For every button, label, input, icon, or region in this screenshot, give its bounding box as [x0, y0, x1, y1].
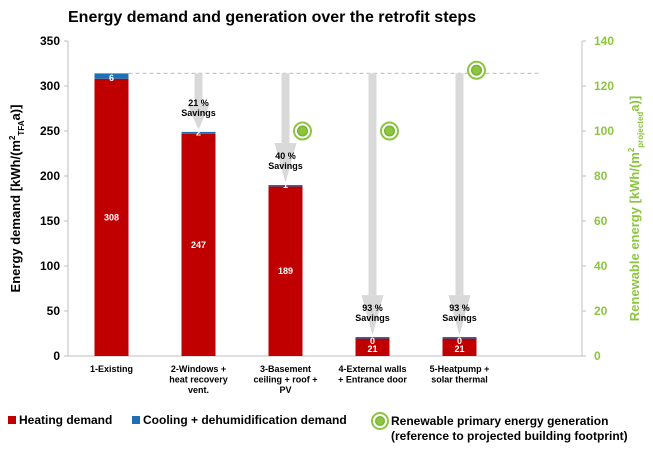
cooling-value-label: 2 [196, 128, 201, 138]
left-tick-label: 0 [53, 349, 60, 363]
legend: Heating demand Cooling + dehumidification… [8, 412, 628, 443]
legend-label-cooling: Cooling + dehumidification demand [143, 413, 347, 427]
left-tick-label: 250 [40, 124, 60, 138]
heating-value-label: 308 [104, 212, 119, 222]
right-tick-label: 140 [594, 34, 614, 48]
right-tick-label: 60 [594, 214, 608, 228]
savings-arrow-shaft [368, 73, 377, 296]
savings-arrow-head [187, 104, 210, 130]
right-tick-label: 40 [594, 259, 608, 273]
left-tick-label: 150 [40, 214, 60, 228]
category-label: 4-External walls [338, 364, 406, 374]
cooling-bar [355, 337, 390, 339]
savings-label: Savings [355, 313, 390, 323]
heating-bar [442, 337, 477, 356]
cooling-bar [268, 185, 303, 187]
right-tick-label: 20 [594, 304, 608, 318]
category-label: PV [279, 385, 291, 395]
cooling-bar [181, 131, 216, 134]
right-tick-label: 0 [594, 349, 601, 363]
category-label: solar thermal [431, 375, 488, 385]
cooling-value-label: 0 [370, 336, 375, 346]
category-label: vent. [188, 385, 209, 395]
category-label: + Entrance door [338, 375, 407, 385]
savings-label: 21 % [188, 98, 209, 108]
renewable-marker [471, 64, 482, 76]
heating-value-label: 21 [454, 344, 464, 354]
right-tick-label: 120 [594, 79, 614, 93]
cooling-value-label: 1 [283, 180, 288, 190]
savings-label: Savings [442, 313, 477, 323]
heating-value-label: 21 [367, 344, 377, 354]
left-tick-label: 300 [40, 79, 60, 93]
cooling-value-label: 0 [457, 336, 462, 346]
savings-label: Savings [268, 161, 303, 171]
right-tick-label: 80 [594, 169, 608, 183]
category-label: ceiling + roof + [253, 375, 317, 385]
right-axis-title: Renewable energy [kWh/(m2projecteda)] [627, 96, 645, 321]
category-label: heat recovery [169, 375, 228, 385]
left-tick-label: 100 [40, 259, 60, 273]
legend-swatch-heating [8, 416, 16, 424]
savings-label: Savings [181, 108, 216, 118]
left-tick-label: 350 [40, 34, 60, 48]
renewable-dots-layer [293, 60, 486, 141]
chart-title: Energy demand and generation over the re… [68, 9, 476, 26]
legend-marker-renewable [375, 416, 385, 426]
legend-label-renewable: Renewable primary energy generation [391, 414, 608, 428]
category-label: 3-Basement [260, 364, 311, 374]
cooling-value-label: 6 [109, 73, 114, 83]
heating-bar [268, 185, 303, 356]
bars-layer [94, 73, 477, 357]
renewable-marker [297, 125, 308, 137]
savings-label: 40 % [275, 151, 296, 161]
category-label: 5-Heatpump + [430, 364, 490, 374]
heating-bar [94, 78, 129, 357]
legend-swatch-cooling [132, 416, 140, 424]
savings-arrow-shaft [281, 73, 290, 143]
heating-bar [355, 337, 390, 356]
left-tick-label: 50 [47, 304, 61, 318]
heating-value-label: 189 [278, 266, 293, 276]
savings-arrow-head [361, 295, 384, 336]
category-label: 1-Existing [90, 364, 133, 374]
renewable-marker [384, 125, 395, 137]
savings-arrow-head [274, 143, 297, 183]
heating-bar [181, 133, 216, 356]
legend-label-heating: Heating demand [19, 413, 112, 427]
axes-layer: 050100150200250300350020406080100120140E… [8, 34, 645, 363]
cooling-bar [442, 337, 477, 339]
left-axis-title: Energy demand [kWh/(m2TFAa)] [8, 105, 26, 293]
category-label: 2-Windows + [171, 364, 226, 374]
left-tick-label: 200 [40, 169, 60, 183]
right-tick-label: 100 [594, 124, 614, 138]
savings-label: 93 % [449, 303, 470, 313]
savings-arrow-shaft [455, 73, 464, 296]
heating-value-label: 247 [191, 240, 206, 250]
legend-label-renewable-note: (reference to projected building footpri… [391, 429, 628, 443]
savings-arrow-head [448, 295, 471, 336]
savings-arrows-layer [187, 73, 471, 336]
savings-arrow-shaft [194, 73, 203, 105]
cooling-bar [94, 73, 129, 79]
savings-label: 93 % [362, 303, 383, 313]
